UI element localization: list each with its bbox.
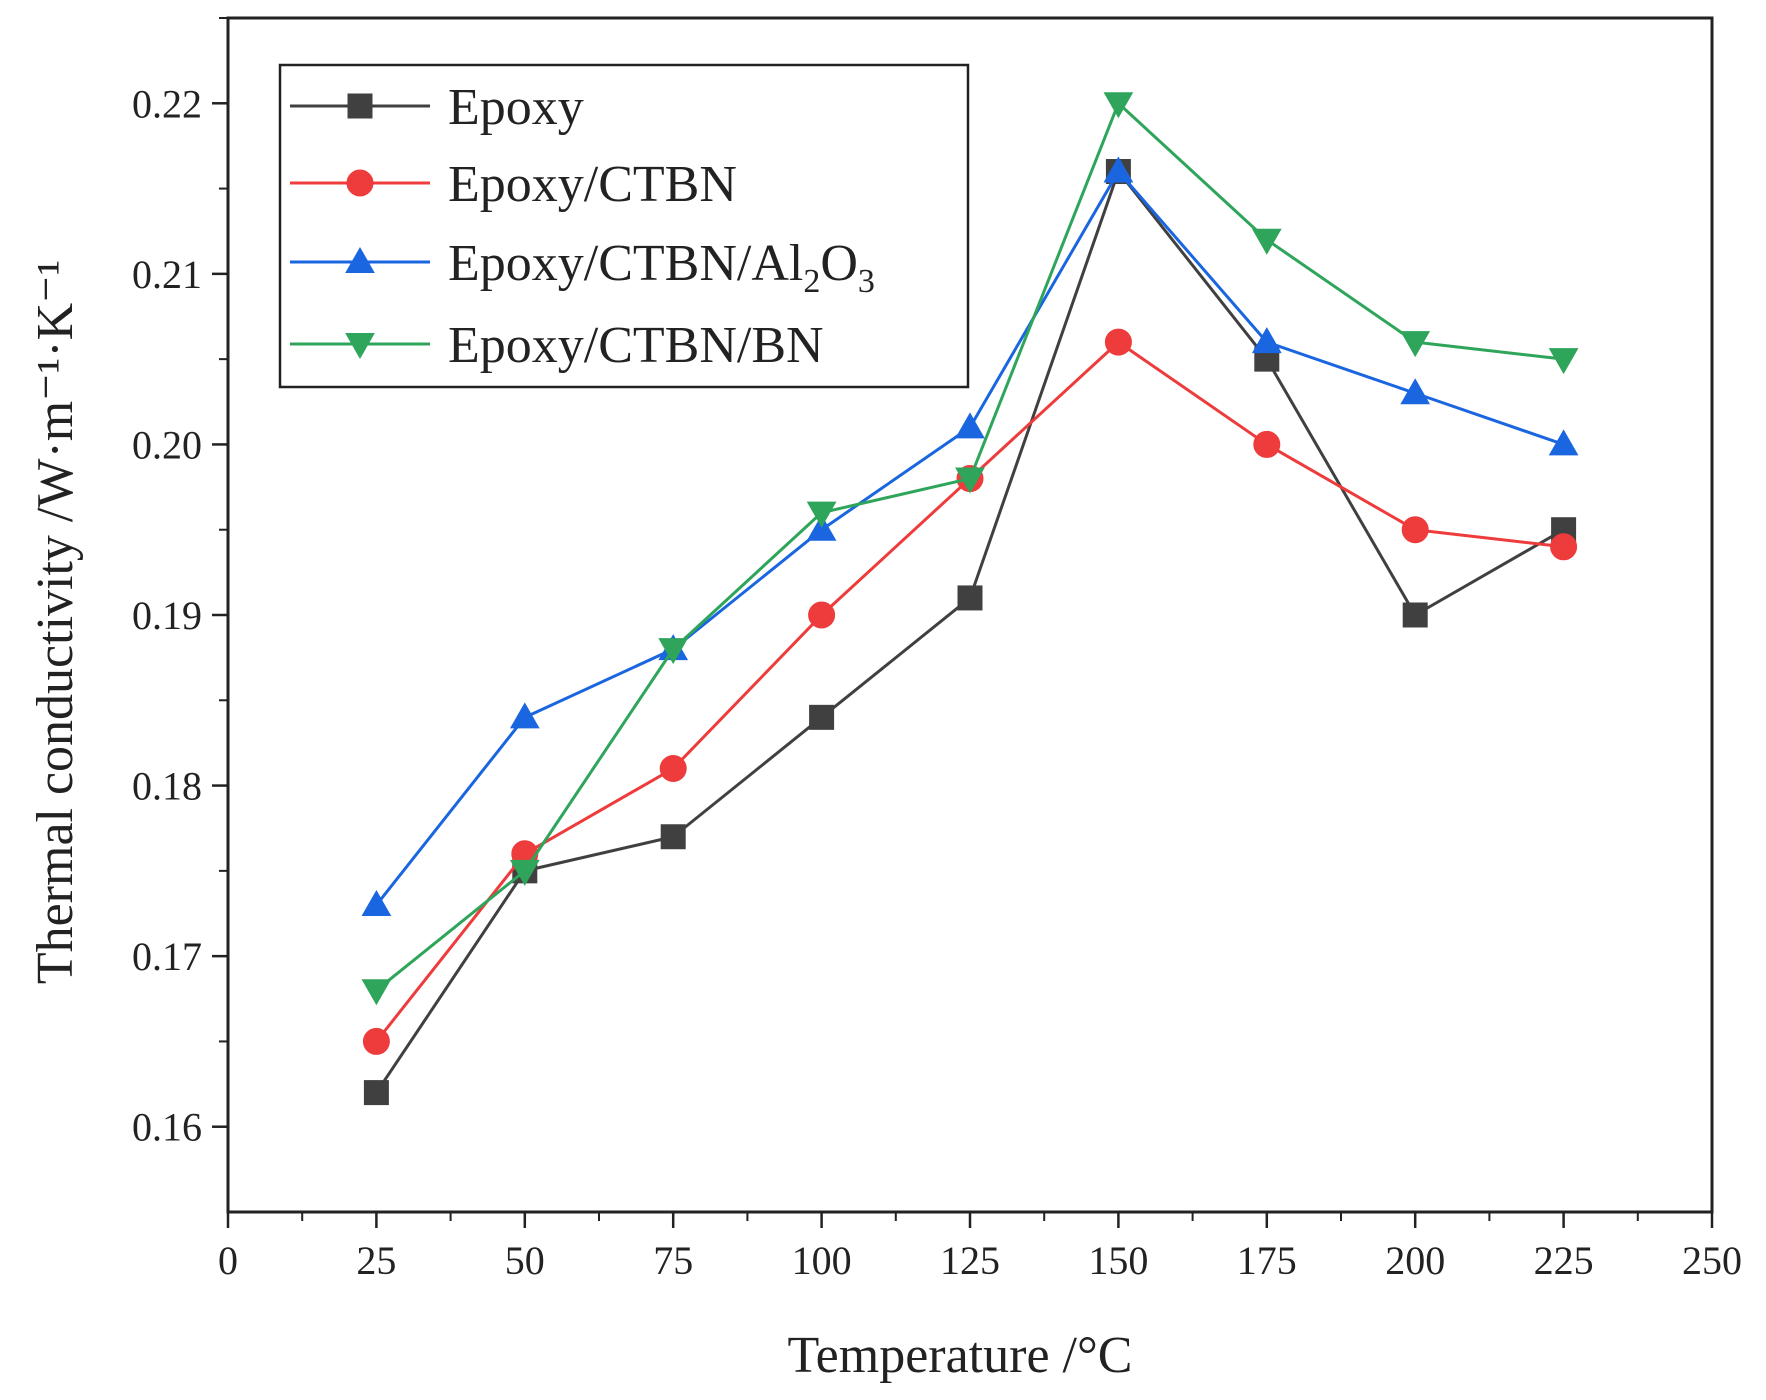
legend-marker	[346, 169, 374, 197]
legend-box	[278, 63, 970, 389]
legend-marker	[347, 93, 373, 119]
legend: Epoxy Epoxy/CTBN Epoxy/CTBN/Al2O3 Epoxy/…	[278, 63, 970, 389]
data-point	[1253, 430, 1281, 458]
data-point	[957, 585, 983, 611]
legend-label-sub: 3	[858, 263, 875, 300]
data-point	[1251, 228, 1282, 255]
data-point	[955, 467, 985, 494]
data-point	[361, 979, 392, 1006]
data-point	[809, 704, 835, 730]
data-point	[509, 702, 540, 729]
x-tick-label: 75	[653, 1238, 693, 1283]
series-layer	[361, 92, 1579, 1106]
y-tick-label: 0.20	[132, 422, 202, 467]
y-tick-label: 0.19	[132, 593, 202, 638]
y-tick-label: 0.22	[132, 81, 202, 126]
legend-marker-shape	[347, 93, 373, 119]
legend-item-epoxy-ctbn: Epoxy/CTBN	[290, 156, 737, 213]
x-tick-label: 100	[792, 1238, 852, 1283]
x-axis-title: Temperature /°C	[788, 1327, 1133, 1384]
series-epoxy-ctbn-bn	[361, 92, 1579, 1006]
legend-item-epoxy-ctbn-al2o3: Epoxy/CTBN/Al2O3	[290, 235, 875, 300]
data-point	[1548, 348, 1579, 375]
legend-label-main: Epoxy/CTBN/Al	[448, 235, 803, 292]
data-point	[1401, 516, 1429, 544]
data-point	[806, 501, 837, 528]
data-point	[1251, 327, 1282, 354]
data-point	[1548, 429, 1579, 456]
axis-ticks: 0 25 50 75 100 125 150 175 200 225 250 0.16 0.17 0.18…	[132, 17, 1742, 1283]
data-point	[361, 889, 392, 916]
legend-marker-shape	[345, 246, 375, 273]
legend-marker	[345, 246, 375, 273]
x-tick-label: 200	[1385, 1238, 1445, 1283]
y-tick-label: 0.18	[132, 764, 202, 809]
legend-label: Epoxy/CTBN	[448, 156, 737, 213]
series-line	[375, 340, 1564, 1043]
x-tick-label: 225	[1534, 1238, 1594, 1283]
data-point	[1400, 378, 1431, 405]
data-point	[1103, 92, 1134, 119]
x-tick-label: 25	[356, 1238, 396, 1283]
data-point	[955, 412, 985, 439]
y-tick-label: 0.16	[132, 1105, 202, 1150]
data-point	[659, 755, 687, 783]
legend-item-epoxy: Epoxy	[290, 79, 584, 136]
data-point	[1104, 328, 1132, 356]
data-point	[1402, 602, 1428, 628]
data-point	[808, 601, 836, 629]
y-axis-title: Thermal conductivity /W·m⁻¹·K⁻¹	[27, 260, 84, 984]
legend-marker-shape	[346, 169, 374, 197]
legend-label-mid: O	[820, 235, 858, 292]
data-point	[1103, 156, 1134, 183]
legend-label: Epoxy/CTBN/BN	[448, 317, 824, 374]
data-point	[362, 1027, 390, 1055]
legend-label-sub: 2	[803, 263, 820, 300]
data-point	[509, 859, 540, 886]
x-tick-label: 175	[1237, 1238, 1297, 1283]
legend-label: Epoxy/CTBN/Al2O3	[448, 235, 875, 300]
data-point	[363, 1080, 389, 1106]
x-tick-label: 150	[1088, 1238, 1148, 1283]
data-point	[660, 824, 686, 850]
legend-label: Epoxy	[448, 79, 584, 136]
x-tick-label: 250	[1682, 1238, 1742, 1283]
x-tick-label: 125	[940, 1238, 1000, 1283]
data-point	[1550, 533, 1578, 561]
data-point	[658, 638, 689, 665]
data-point	[806, 514, 837, 541]
legend-item-epoxy-ctbn-bn: Epoxy/CTBN/BN	[290, 317, 824, 374]
y-tick-label: 0.17	[132, 934, 202, 979]
plot-frame	[226, 16, 1714, 1214]
y-tick-label: 0.21	[132, 252, 202, 297]
legend-marker	[345, 333, 375, 360]
x-tick-label: 0	[218, 1238, 238, 1283]
x-tick-label: 50	[505, 1238, 545, 1283]
legend-marker-shape	[345, 333, 375, 360]
data-point	[1400, 331, 1431, 358]
